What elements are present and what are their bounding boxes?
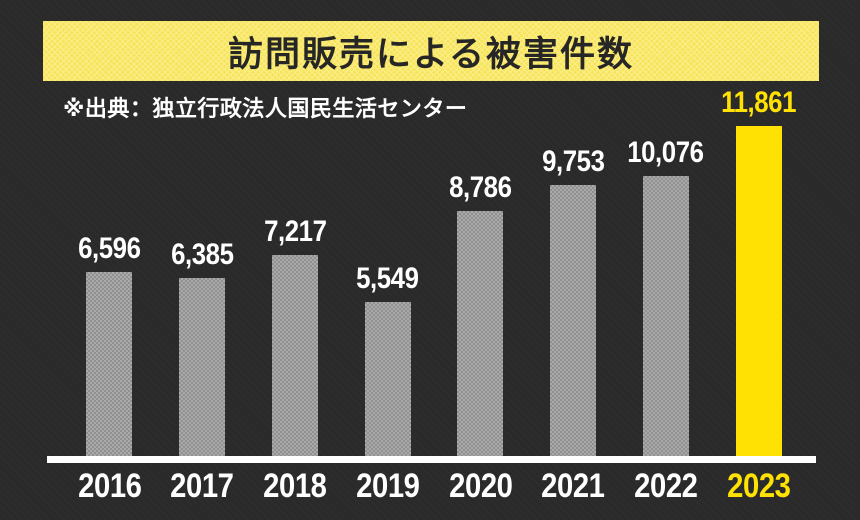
bar	[179, 278, 226, 456]
x-axis-tick-label: 2021	[541, 467, 605, 505]
bar-value-label: 11,861	[721, 86, 797, 119]
x-axis-tick-label: 2016	[77, 467, 142, 505]
x-axis-line	[47, 456, 816, 463]
x-axis-tick-label: 2018	[263, 467, 327, 505]
bar	[735, 126, 782, 456]
bar	[457, 211, 504, 456]
bar-column: 7,217	[249, 217, 342, 456]
bar-column: 6,385	[156, 240, 249, 456]
bar-column: 10,076	[620, 138, 713, 456]
bar-column: 11,861	[712, 88, 805, 456]
bar-value-label: 6,596	[78, 232, 141, 265]
bar	[364, 302, 411, 456]
bar	[86, 272, 133, 456]
chart-title: 訪問販売による被害件数	[228, 34, 634, 74]
bar-value-label: 10,076	[627, 136, 705, 169]
bar	[271, 255, 318, 456]
x-axis-tick-label: 2022	[634, 467, 698, 505]
x-axis-tick-label: 2019	[355, 467, 420, 505]
bar	[550, 185, 597, 456]
bar	[642, 176, 689, 456]
x-axis-labels: 2016 2017 2018 2019 2020 2021 2022 2023	[63, 467, 805, 505]
bar-column: 6,596	[63, 234, 156, 456]
bar-value-label: 5,549	[356, 262, 419, 295]
bar-value-label: 9,753	[541, 145, 605, 178]
bar-column: 9,753	[527, 147, 620, 456]
x-axis-tick-label: 2023	[726, 467, 791, 505]
bar-value-label: 7,217	[263, 215, 327, 248]
bar-value-label: 6,385	[170, 238, 234, 271]
x-axis-tick-label: 2020	[448, 467, 513, 505]
bar-column: 5,549	[341, 264, 434, 456]
bar-value-label: 8,786	[449, 171, 512, 204]
x-axis-tick-label: 2017	[170, 467, 234, 505]
source-note: ※出典：独立行政法人国民生活センター	[63, 96, 468, 121]
bar-chart-plot-area: 6,596 6,385 7,217 5,549 8,786 9,753 10,0…	[63, 0, 805, 456]
chart-title-banner: 訪問販売による被害件数	[43, 21, 819, 81]
bar-column: 8,786	[434, 173, 527, 456]
